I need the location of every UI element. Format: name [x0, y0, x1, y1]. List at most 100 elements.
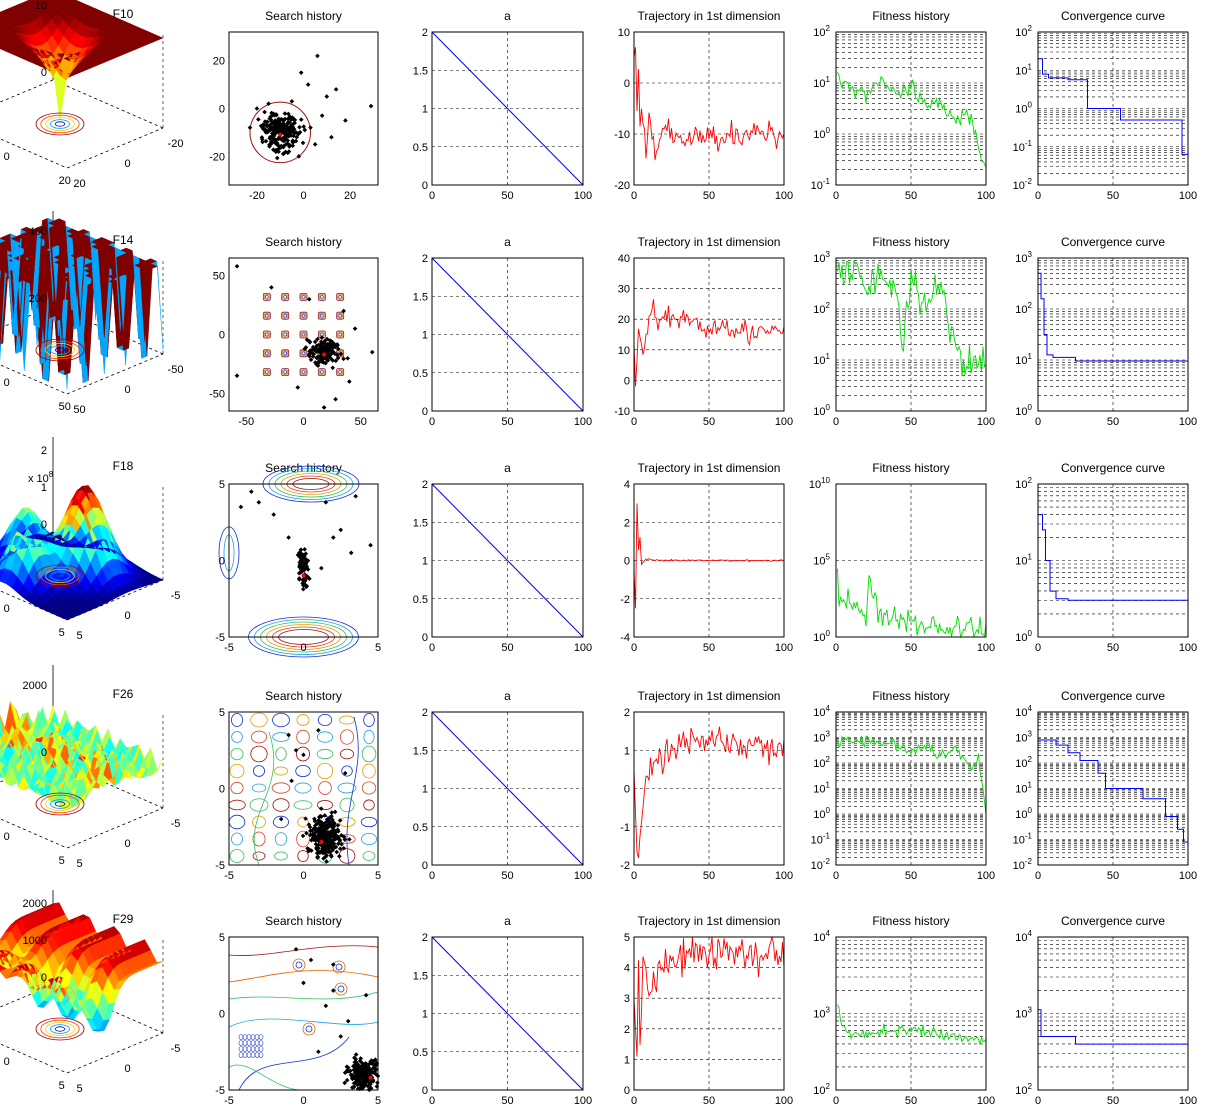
contour-line: [361, 781, 377, 795]
search-point: [238, 504, 244, 510]
contour-line: [361, 745, 377, 763]
axes-box: [1037, 936, 1189, 1091]
search-point: [290, 143, 296, 149]
panel-title: Fitness history: [872, 689, 949, 703]
search-point: [260, 139, 265, 145]
search-point: [305, 567, 311, 572]
search-point: [358, 1056, 363, 1061]
panel-title: Search history: [265, 235, 342, 249]
x-tick-label: 0: [429, 190, 435, 202]
search-point: [303, 575, 309, 581]
panel-title: a: [504, 914, 511, 928]
search-point: [312, 816, 317, 822]
search-point: [266, 101, 271, 107]
contour-line: [40, 114, 80, 134]
search-point: [293, 138, 299, 144]
search-point: [325, 824, 331, 830]
x-tick-label: 100: [977, 190, 995, 202]
contour-line: [45, 1022, 75, 1037]
search-point: [332, 830, 338, 835]
search-point: [274, 129, 279, 134]
contour-line: [273, 766, 289, 776]
contour-line: [282, 293, 289, 300]
x-tick-label: 50: [501, 190, 513, 202]
search-point: [301, 980, 306, 986]
search-point: [283, 149, 288, 155]
search-point: [336, 834, 341, 840]
x-tick-label: 0: [124, 610, 130, 622]
contour-line: [258, 1046, 264, 1052]
y-tick-label: 100: [813, 629, 830, 644]
y-tick-label: 0: [624, 556, 630, 568]
y-tick-label: 102: [813, 755, 830, 770]
x-tick-label: 0: [1035, 1095, 1041, 1107]
search-point: [329, 834, 334, 839]
axes-box: [633, 257, 785, 412]
contour-line: [231, 731, 243, 743]
contour-line: [35, 112, 85, 136]
x-tick-label: 50: [73, 404, 85, 416]
search-point: [287, 142, 293, 148]
search-point: [268, 117, 274, 122]
search-point: [334, 352, 340, 357]
contour-line: [54, 573, 66, 579]
search-point: [334, 833, 339, 838]
y-tick-label: 100: [1015, 806, 1032, 821]
contour-line: [249, 798, 269, 812]
contour-line: [283, 332, 288, 337]
axes-background: [229, 258, 378, 411]
x-tick-label: 0: [1035, 190, 1041, 202]
axes-box: [835, 483, 987, 638]
panel-title: a: [504, 689, 511, 703]
a-parameter-panel: a 0 50 100 0 0.5 1 1.5 2: [413, 461, 592, 654]
search-point: [356, 1069, 361, 1074]
y-tick-label: 4: [624, 479, 630, 491]
x-tick-label: 0: [300, 416, 306, 428]
contour-line: [262, 330, 271, 339]
contour-line: [283, 370, 288, 375]
contour-line: [316, 762, 334, 780]
contour-line: [282, 331, 289, 338]
contour-line: [335, 963, 343, 971]
x-tick-label: 100: [775, 870, 793, 882]
contour-line: [282, 369, 289, 376]
x-tick-label: 0: [1035, 416, 1041, 428]
contour-line: [35, 792, 85, 816]
contour-line: [299, 368, 308, 377]
search-point: [289, 99, 295, 104]
y-tick-label: 101: [813, 75, 830, 90]
fitness-line: [837, 260, 987, 377]
search-point: [345, 1018, 351, 1024]
contour-line: [363, 713, 375, 727]
search-point: [291, 133, 296, 139]
search-point: [328, 829, 334, 834]
contour-line: [253, 765, 265, 777]
y-tick-label: 2: [624, 1024, 630, 1036]
grid-line: [66, 1032, 164, 1074]
y-tick-label: -1: [620, 822, 630, 834]
search-point: [307, 339, 313, 344]
contour-line: [305, 1025, 313, 1033]
x-tick-label: 100: [977, 1095, 995, 1107]
a-line: [431, 31, 584, 186]
y-tick-label: 100: [1015, 101, 1032, 116]
convergence-curve-panel: Convergence curve 0 50 100 100 101 102: [1015, 461, 1197, 654]
search-point: [316, 348, 322, 354]
search-point: [334, 849, 340, 855]
search-point: [247, 125, 253, 130]
y-tick-label: 102: [1015, 24, 1032, 39]
x-tick-label: 100: [574, 870, 592, 882]
x-tick-label: -50: [168, 364, 184, 376]
convergence-line: [1038, 272, 1188, 362]
search-point: [285, 150, 291, 156]
surface-cell: [151, 756, 164, 776]
search-point: [352, 326, 358, 331]
search-point: [338, 351, 344, 357]
best-point: [319, 840, 324, 845]
contour-line: [263, 331, 270, 338]
search-history-panel: Search history -20 0 20 20 0 -20: [209, 9, 379, 202]
contour-line: [263, 350, 270, 357]
search-point: [277, 134, 282, 140]
